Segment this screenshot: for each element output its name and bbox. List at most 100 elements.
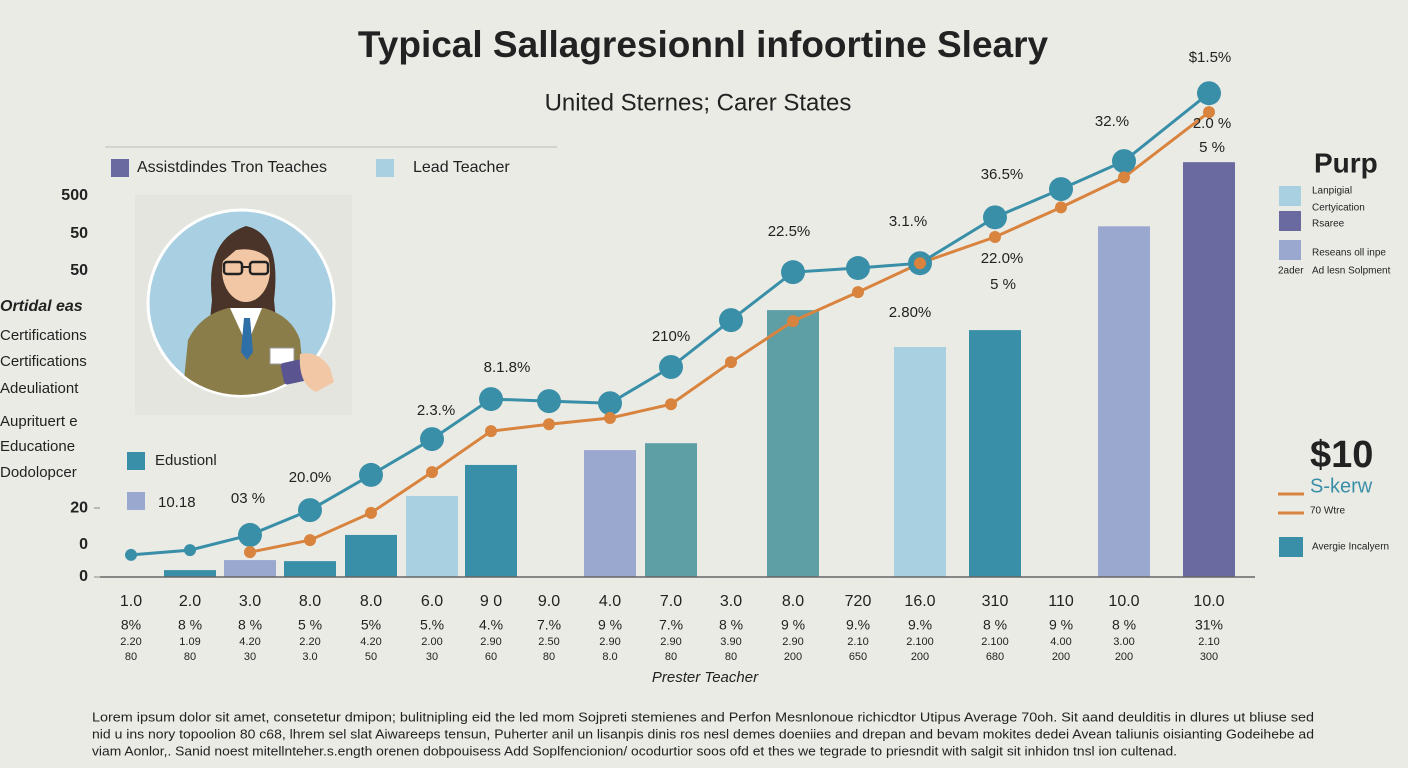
bar (645, 443, 697, 577)
x-axis-title: Prester Teacher (652, 669, 759, 686)
x-tick-label: 10.0 (1193, 593, 1224, 610)
hand (299, 353, 334, 392)
column-text: 200 (1052, 651, 1070, 663)
legend-label: Assistdindes Tron Teaches (137, 159, 327, 176)
inset-swatch (127, 492, 145, 510)
column-text: 3.00 (1113, 636, 1134, 648)
panel-text: 2ader (1278, 266, 1304, 277)
line-point (420, 427, 444, 452)
panel-swatch (1279, 186, 1301, 206)
bar (767, 310, 819, 577)
column-text: 1.09 (179, 636, 200, 648)
bar (1098, 226, 1150, 577)
column-text: 9.% (846, 617, 870, 633)
column-text: 3.90 (720, 636, 741, 648)
line-point (365, 506, 377, 519)
line-point (426, 466, 438, 479)
annotation: 5 % (1199, 139, 1225, 156)
column-text: 650 (849, 651, 867, 663)
bar (465, 464, 517, 577)
line-point (781, 260, 805, 285)
column-text: 200 (911, 651, 929, 663)
column-text: 9 % (1049, 617, 1073, 633)
photo-inset (135, 195, 352, 415)
footer-text: viam Aonlor,. Sanid noest mitellnteher.s… (92, 743, 1177, 758)
side-label: Ortidal eas (0, 298, 83, 315)
panel-text: Avergie Incalyern (1312, 542, 1389, 553)
side-label: Certifications (0, 353, 87, 370)
panel-text: Ad lesn Solpment (1312, 266, 1391, 277)
panel-text: 70 Wtre (1310, 506, 1345, 517)
column-text: 80 (725, 651, 737, 663)
x-tick-label: 4.0 (599, 593, 621, 610)
column-text: 5 % (298, 617, 322, 633)
side-label: Adeuliationt (0, 380, 79, 397)
bar (969, 330, 1021, 577)
annotation: 210% (652, 328, 690, 345)
column-text: 2.90 (480, 636, 501, 648)
x-tick-label: 3.0 (239, 593, 261, 610)
line-point (983, 205, 1007, 230)
line-point (1118, 171, 1130, 184)
line-point (598, 391, 622, 416)
side-label: Auprituert e (0, 413, 78, 430)
column-text: 3.0 (302, 651, 317, 663)
column-text: 80 (543, 651, 555, 663)
chart-title: Typical Sallagresionnl infoortine Sleary (358, 24, 1049, 65)
column-text: 30 (426, 651, 438, 663)
line-point (1112, 149, 1136, 174)
panel-big-value: $10 (1310, 434, 1373, 476)
line-point (479, 387, 503, 412)
line-point (719, 308, 743, 333)
x-tick-label: 7.0 (660, 593, 682, 610)
line-point (1049, 177, 1073, 202)
column-text: 2.90 (660, 636, 681, 648)
panel-sub: S-kerw (1310, 475, 1373, 497)
column-text: 8 % (1112, 617, 1136, 633)
x-tick-label: 720 (845, 593, 872, 610)
line-point (184, 544, 196, 557)
column-text: 2.90 (782, 636, 803, 648)
column-text: 8 % (238, 617, 262, 633)
column-text: 2.100 (906, 636, 934, 648)
line-point (604, 412, 616, 425)
footer-text: Lorem ipsum dolor sit amet, consetetur d… (92, 709, 1314, 724)
column-text: 9 % (598, 617, 622, 633)
line-point (787, 315, 799, 328)
line-point (537, 389, 561, 414)
annotation: 2.3.% (417, 402, 455, 419)
x-tick-label: 310 (982, 593, 1009, 610)
column-text: 7.% (659, 617, 683, 633)
side-label: 50 (70, 262, 88, 279)
line-point (914, 257, 926, 270)
annotation: 03 % (231, 490, 265, 507)
line-point (659, 355, 683, 379)
inset-label: Edustionl (155, 452, 217, 469)
line-point (1055, 201, 1067, 214)
x-tick-label: 10.0 (1108, 593, 1139, 610)
line-point (989, 231, 1001, 243)
side-label: 50 (70, 225, 88, 242)
y-tick-label: 0 (79, 568, 88, 585)
panel-swatch (1279, 537, 1303, 557)
bar (284, 561, 336, 577)
legend-swatch (376, 159, 394, 177)
column-text: 7.% (537, 617, 561, 633)
annotation: 2.80% (889, 304, 932, 321)
y-tick-label: 20 (70, 499, 88, 516)
side-label: 0 (79, 536, 88, 553)
line-point (244, 546, 256, 559)
column-text: 680 (986, 651, 1004, 663)
annotation: 20.0% (289, 469, 332, 486)
column-text: 50 (365, 651, 377, 663)
bar (584, 450, 636, 577)
column-text: 80 (665, 651, 677, 663)
column-text: 31% (1195, 617, 1223, 633)
x-tick-label: 2.0 (179, 593, 201, 610)
column-text: 4.% (479, 617, 503, 633)
annotation: 3.1.% (889, 213, 927, 230)
footer-text: nid u ins nory topoolion 80 c68, lhrem s… (92, 726, 1314, 741)
column-text: 2.20 (299, 636, 320, 648)
